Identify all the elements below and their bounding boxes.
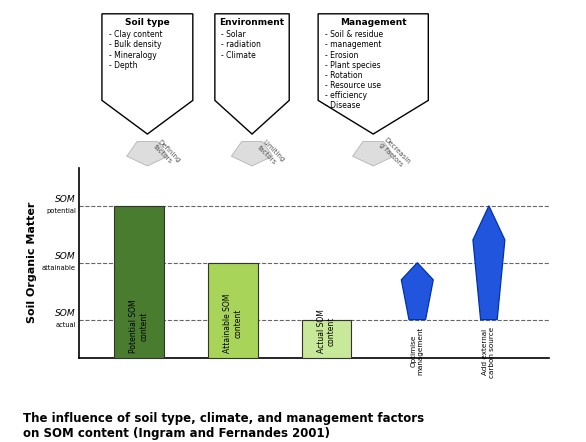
Text: - Solar: - Solar: [222, 30, 246, 39]
Text: Limiting
factors: Limiting factors: [257, 139, 285, 168]
Text: attainable: attainable: [42, 265, 76, 271]
Polygon shape: [127, 141, 168, 166]
Text: - Bulk density: - Bulk density: [108, 41, 161, 50]
Text: The influence of soil type, climate, and management factors
on SOM content (Ingr: The influence of soil type, climate, and…: [23, 412, 425, 440]
Text: SOM: SOM: [55, 195, 76, 204]
Polygon shape: [353, 141, 394, 166]
Text: - Disease: - Disease: [325, 101, 360, 110]
Polygon shape: [231, 141, 272, 166]
Text: SOM: SOM: [55, 309, 76, 318]
Text: - Erosion: - Erosion: [325, 51, 358, 60]
Text: Environment: Environment: [220, 18, 285, 27]
Polygon shape: [102, 14, 193, 134]
Text: - Resource use: - Resource use: [325, 81, 381, 90]
Text: Optimise
management: Optimise management: [411, 326, 424, 375]
Text: - efficiency: - efficiency: [325, 91, 367, 100]
Polygon shape: [473, 206, 505, 320]
Text: Management: Management: [340, 18, 407, 27]
Polygon shape: [401, 263, 433, 320]
Text: - Rotation: - Rotation: [325, 71, 362, 80]
Text: - radiation: - radiation: [222, 41, 261, 50]
Text: - management: - management: [325, 41, 381, 50]
Bar: [302, 320, 351, 358]
Bar: [114, 206, 164, 358]
Text: - Soil & residue: - Soil & residue: [325, 30, 383, 39]
Text: - Mineralogy: - Mineralogy: [108, 51, 156, 60]
Text: potential: potential: [46, 208, 76, 213]
Bar: [208, 263, 258, 358]
Text: Actual SOM
content: Actual SOM content: [316, 309, 336, 353]
Text: SOM: SOM: [55, 252, 76, 261]
Text: Soil type: Soil type: [125, 18, 170, 27]
Text: - Climate: - Climate: [222, 51, 256, 60]
Polygon shape: [318, 14, 428, 134]
Text: - Depth: - Depth: [108, 61, 137, 70]
Text: Defining
factors: Defining factors: [152, 139, 182, 169]
Text: Potential SOM
content: Potential SOM content: [130, 299, 149, 353]
Text: Attainable SOM
content: Attainable SOM content: [223, 293, 243, 353]
Polygon shape: [215, 14, 289, 134]
Text: - Plant species: - Plant species: [325, 61, 380, 70]
Text: Soil Organic Matter: Soil Organic Matter: [27, 202, 37, 324]
Text: Add external
carbon source: Add external carbon source: [482, 326, 495, 377]
Text: - Clay content: - Clay content: [108, 30, 162, 39]
Text: Decreasin
g factors: Decreasin g factors: [377, 137, 411, 171]
Text: actual: actual: [55, 321, 76, 328]
